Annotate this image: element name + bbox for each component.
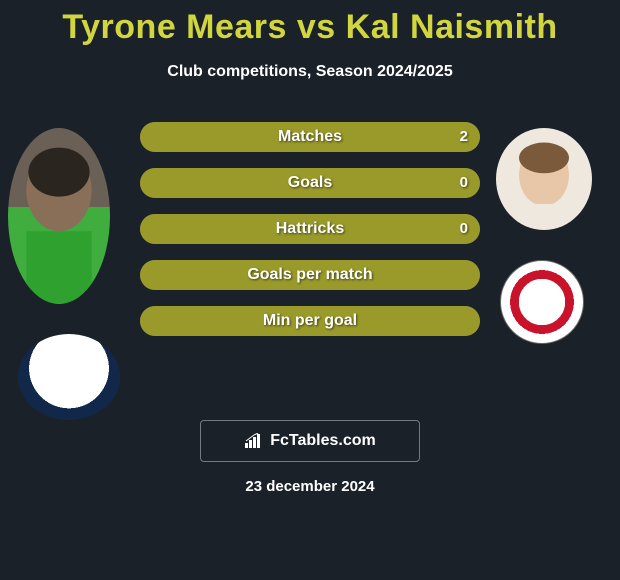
bar-value: 0 (460, 214, 468, 244)
stat-bar: Hattricks 0 (140, 214, 480, 244)
bar-label: Goals (140, 168, 480, 198)
stat-bar: Goals 0 (140, 168, 480, 198)
page-title: Tyrone Mears vs Kal Naismith (0, 0, 620, 47)
stat-bars: Matches 2 Goals 0 Hattricks 0 Goals per … (140, 122, 480, 352)
avatar-left-icon (8, 128, 110, 304)
stat-bar: Matches 2 (140, 122, 480, 152)
page-subtitle: Club competitions, Season 2024/2025 (0, 63, 620, 81)
avatar-right-icon (496, 128, 592, 230)
bar-label: Min per goal (140, 306, 480, 336)
club-badge-right (500, 260, 584, 344)
brand-text: FcTables.com (270, 432, 376, 450)
brand-box: FcTables.com (200, 420, 420, 462)
bar-value: 2 (460, 122, 468, 152)
stat-bar: Min per goal (140, 306, 480, 336)
stat-bar: Goals per match (140, 260, 480, 290)
bar-value: 0 (460, 168, 468, 198)
club-badge-left (18, 334, 120, 420)
bar-label: Goals per match (140, 260, 480, 290)
bar-label: Matches (140, 122, 480, 152)
bar-label: Hattricks (140, 214, 480, 244)
date-text: 23 december 2024 (0, 478, 620, 495)
player-photo-right (496, 128, 592, 230)
player-photo-left (8, 128, 110, 304)
bar-chart-icon (244, 433, 264, 449)
